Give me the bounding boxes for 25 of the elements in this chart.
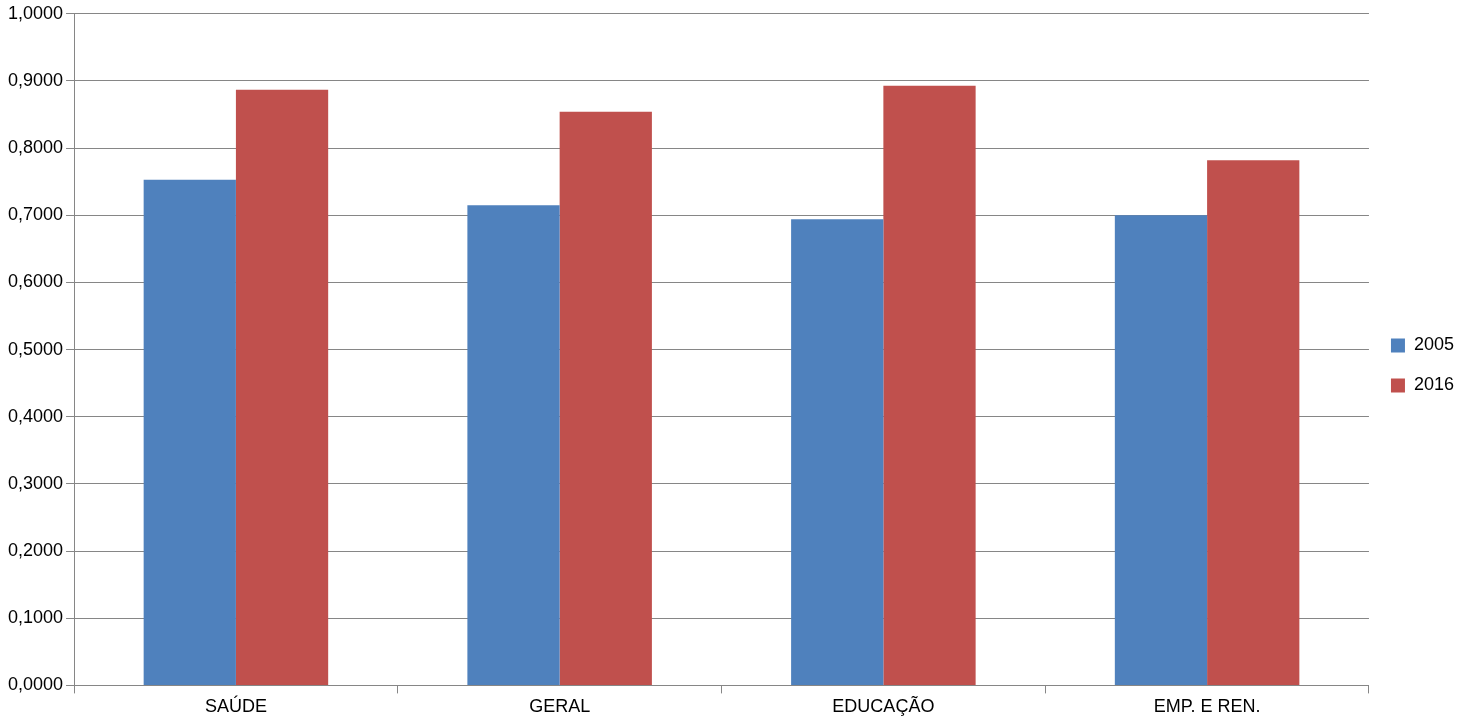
bar	[559, 111, 652, 685]
y-tick-label: 0,8000	[7, 137, 64, 158]
y-tick-label: 0,4000	[7, 405, 64, 426]
y-tick-label: 0,0000	[7, 674, 64, 695]
legend-label: 2016	[1413, 374, 1454, 395]
legend-label: 2005	[1413, 334, 1454, 355]
x-tick-label: EMP. E REN.	[1153, 696, 1261, 717]
bar	[883, 85, 976, 685]
y-tick-label: 1,0000	[7, 2, 64, 23]
y-tick-label: 0,1000	[7, 607, 64, 628]
y-tick-label: 0,2000	[7, 540, 64, 561]
y-tick-label: 0,5000	[7, 338, 64, 359]
y-tick-label: 0,7000	[7, 204, 64, 225]
x-tick-label: GERAL	[529, 696, 591, 717]
bar	[235, 89, 329, 685]
y-tick-label: 0,9000	[7, 69, 64, 90]
x-tick-label: SAÚDE	[204, 695, 267, 717]
bar	[143, 179, 236, 685]
y-tick-label: 0,3000	[7, 472, 64, 493]
x-tick-label: EDUCAÇÃO	[832, 695, 935, 717]
bar	[1207, 160, 1300, 685]
bar	[467, 205, 560, 685]
y-tick-label: 0,6000	[7, 271, 64, 292]
bar	[791, 219, 884, 685]
bar	[1114, 215, 1208, 685]
